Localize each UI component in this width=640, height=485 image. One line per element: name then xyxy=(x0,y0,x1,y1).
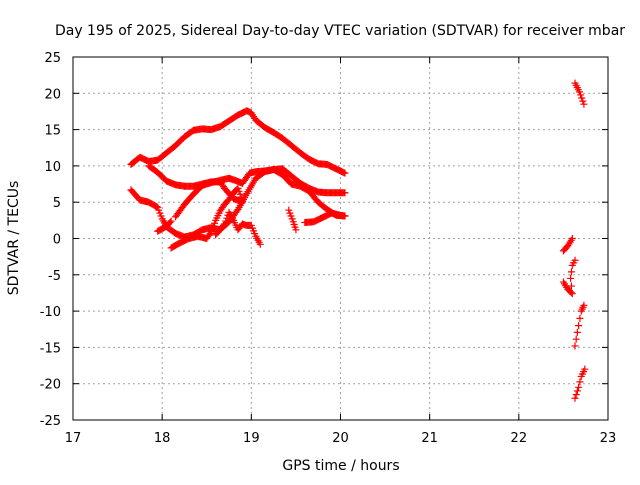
y-tick-label: 25 xyxy=(44,51,61,66)
data-series xyxy=(285,206,300,234)
data-point xyxy=(576,314,584,322)
data-point xyxy=(341,169,349,177)
x-tick-label: 19 xyxy=(243,431,260,446)
data-point xyxy=(166,218,174,226)
data-point xyxy=(572,391,580,399)
chart-title: Day 195 of 2025, Sidereal Day-to-day VTE… xyxy=(55,23,625,39)
data-point xyxy=(580,301,588,309)
y-tick-label: -20 xyxy=(40,378,61,393)
data-point xyxy=(567,282,575,290)
data-point xyxy=(568,290,576,298)
y-tick-label: 5 xyxy=(53,196,61,211)
data-series xyxy=(154,217,175,235)
data-point xyxy=(581,365,589,373)
data-point xyxy=(219,221,227,229)
grid xyxy=(73,57,608,420)
x-tick-label: 22 xyxy=(511,431,528,446)
y-tick-label: 10 xyxy=(44,160,61,175)
data-point xyxy=(577,91,585,99)
data-point xyxy=(568,235,576,242)
data-point xyxy=(567,274,575,282)
data-series xyxy=(167,184,246,252)
data-series xyxy=(571,365,589,402)
data-series xyxy=(571,79,588,108)
y-tick-label: 0 xyxy=(53,233,61,248)
data-series xyxy=(571,301,588,350)
data-point xyxy=(580,100,588,108)
data-point xyxy=(571,342,579,350)
data-point xyxy=(256,240,264,248)
data-point xyxy=(206,230,214,238)
y-tick-label: -15 xyxy=(40,341,61,356)
data-point xyxy=(292,226,300,234)
y-tick-label: -5 xyxy=(48,269,61,284)
data-series xyxy=(172,166,349,221)
data-point xyxy=(341,189,349,197)
y-tick-label: 20 xyxy=(44,87,61,102)
data-point xyxy=(153,203,161,211)
data-point xyxy=(575,322,583,330)
data-series xyxy=(212,208,264,248)
data-point xyxy=(571,256,579,264)
y-tick-label: -25 xyxy=(40,414,61,429)
x-tick-label: 20 xyxy=(332,431,349,446)
data-series xyxy=(301,209,349,227)
data-series xyxy=(559,256,579,298)
x-axis-title: GPS time / hours xyxy=(282,458,399,474)
data-point xyxy=(571,394,579,402)
y-tick-label: 15 xyxy=(44,124,61,139)
x-tick-label: 18 xyxy=(154,431,171,446)
data-point xyxy=(573,387,581,395)
y-axis-title: SDTVAR / TECUs xyxy=(6,181,22,296)
data-point xyxy=(578,94,586,102)
data-series xyxy=(127,107,349,177)
data-point xyxy=(233,207,241,215)
data-point xyxy=(575,383,583,391)
data-point xyxy=(341,212,349,220)
data-point xyxy=(575,88,583,96)
data-point xyxy=(238,196,246,204)
ticks: 17 18 19 20 21 22 23 25 20 15 10 5 0 -5 -10 -15 -20 -25 xyxy=(40,51,617,446)
data-point xyxy=(576,378,584,386)
data-point xyxy=(567,289,575,297)
data-point xyxy=(567,268,575,276)
y-tick-label: -10 xyxy=(40,305,61,320)
data-point xyxy=(167,217,175,225)
data-point xyxy=(573,328,581,336)
data-point xyxy=(579,97,587,105)
data-series xyxy=(559,235,576,255)
x-tick-label: 23 xyxy=(600,431,617,446)
x-tick-label: 21 xyxy=(421,431,438,446)
data-points xyxy=(127,79,589,402)
x-tick-label: 17 xyxy=(65,431,82,446)
data-point xyxy=(572,335,580,343)
plot-frame xyxy=(72,56,609,421)
